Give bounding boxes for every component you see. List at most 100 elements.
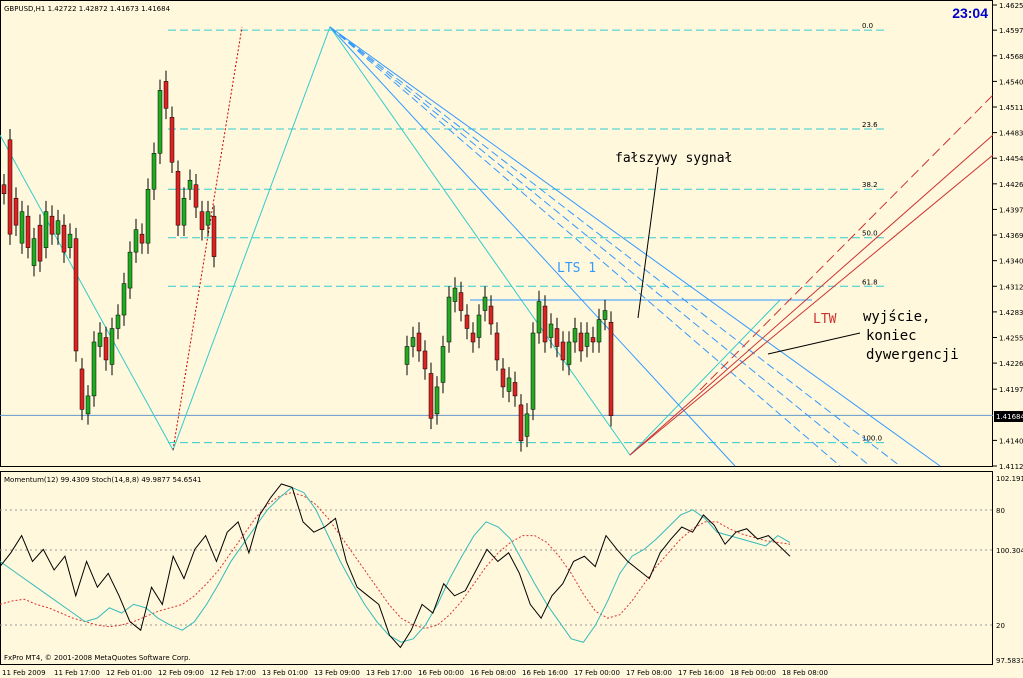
- candle-body: [175, 170, 181, 226]
- price-tick-label: 1.42265: [999, 360, 1023, 368]
- candle-body: [452, 287, 458, 302]
- candle-body: [37, 224, 43, 262]
- annotation-exit-line1: wyjście,: [863, 309, 930, 325]
- time-label: 16 Feb 16:00: [522, 669, 568, 677]
- current-price-box: [994, 411, 1023, 422]
- candle-body: [67, 233, 73, 248]
- candle-body: [602, 310, 608, 320]
- time-label: 12 Feb 17:00: [210, 669, 256, 677]
- main-plot-frame: [0, 0, 993, 467]
- candle-body: [548, 323, 554, 338]
- candle-body: [608, 321, 614, 416]
- candle-body: [422, 350, 428, 370]
- candle-body: [584, 332, 590, 347]
- candle-body: [73, 238, 79, 352]
- annotation-false-signal: fałszywy sygnał: [615, 151, 732, 166]
- candle-body: [109, 328, 115, 365]
- candle-body: [578, 332, 584, 352]
- candle-body: [199, 211, 205, 230]
- candle-body: [500, 368, 506, 388]
- time-label: 18 Feb 00:00: [730, 669, 776, 677]
- annotation-ltw: LTW: [813, 312, 837, 327]
- fib-level-label: 38.2: [862, 181, 878, 189]
- candle-body: [139, 233, 145, 244]
- candle-body: [518, 404, 524, 442]
- candle-body: [103, 337, 109, 361]
- candle-body: [7, 139, 13, 235]
- candle-body: [488, 305, 494, 325]
- price-tick-label: 1.45115: [999, 104, 1023, 112]
- candle-body: [133, 229, 139, 253]
- fib-level-label: 50.0: [862, 230, 878, 238]
- current-price-label: 1.41684: [996, 413, 1023, 421]
- price-tick-label: 1.42835: [999, 309, 1023, 317]
- ltw-line-1: [629, 154, 994, 456]
- ltw-line-3: [699, 94, 994, 391]
- fib-level-label: 61.8: [862, 278, 878, 286]
- ltw-line-2: [629, 134, 994, 456]
- annotation-exit-line2: koniec: [866, 328, 917, 344]
- copyright-note: FxPro MT4, © 2001-2008 MetaQuotes Softwa…: [4, 654, 191, 662]
- time-label: 11 Feb 2009: [2, 669, 46, 677]
- price-tick-label: 1.45685: [999, 53, 1023, 61]
- fan-line-3: [329, 26, 871, 467]
- candle-body: [560, 341, 566, 361]
- sub-plot-frame: [0, 471, 993, 665]
- price-tick-label: 1.44260: [999, 181, 1023, 189]
- candle-body: [91, 341, 97, 397]
- candle-body: [458, 292, 464, 311]
- fib-level-label: 0.0: [862, 22, 873, 30]
- candle-body: [97, 332, 103, 347]
- sub-axis-label: 20: [996, 622, 1005, 630]
- fan-line-1: [329, 26, 941, 467]
- candle-body: [205, 211, 211, 226]
- sub-axis-label: 100.3046: [996, 547, 1023, 555]
- candle-body: [193, 184, 199, 208]
- candle-body: [524, 413, 530, 437]
- candle-body: [1, 184, 7, 194]
- time-label: 18 Feb 08:00: [782, 669, 828, 677]
- time-label: 11 Feb 17:00: [54, 669, 100, 677]
- candle-body: [566, 341, 572, 365]
- candle-body: [115, 314, 121, 329]
- candle-body: [482, 296, 488, 311]
- candle-body: [181, 197, 187, 226]
- stoch-main-line: [0, 486, 791, 643]
- candle-body: [127, 251, 133, 289]
- candle-body: [211, 215, 217, 257]
- main-header: GBPUSD,H1 1.42722 1.42872 1.41673 1.4168…: [4, 5, 171, 13]
- candle-body: [572, 328, 578, 343]
- candle-body: [542, 305, 548, 343]
- clock-readout: 23:04: [952, 5, 988, 21]
- candle-body: [596, 319, 602, 343]
- time-label: 16 Feb 08:00: [470, 669, 516, 677]
- candle-body: [536, 301, 542, 334]
- arrow-false-signal: [637, 166, 659, 319]
- candle-body: [506, 377, 512, 392]
- time-label: 12 Feb 01:00: [106, 669, 152, 677]
- candle-body: [410, 337, 416, 347]
- candle-body: [145, 188, 151, 244]
- time-label: 16 Feb 00:00: [418, 669, 464, 677]
- annotation-lts: LTS 1: [557, 261, 596, 276]
- price-tick-label: 1.43975: [999, 206, 1023, 214]
- sub-axis-label: 97.5837: [996, 657, 1023, 665]
- time-label: 12 Feb 09:00: [158, 669, 204, 677]
- zigzag-line: [0, 25, 781, 456]
- candle-body: [470, 332, 476, 343]
- candle-body: [169, 117, 175, 163]
- price-tick-label: 1.43120: [999, 283, 1023, 291]
- fib-level-label: 23.6: [862, 121, 878, 129]
- momentum-line: [0, 483, 791, 649]
- candle-body: [31, 238, 37, 266]
- candle-body: [151, 153, 157, 190]
- price-tick-label: 1.45970: [999, 27, 1023, 35]
- price-tick-label: 1.43690: [999, 232, 1023, 240]
- sub-header: Momentum(12) 99.4309 Stoch(14,8,8) 49.98…: [4, 476, 201, 484]
- fan-line-2: [329, 26, 901, 467]
- price-tick-label: 1.45400: [999, 78, 1023, 86]
- price-tick-label: 1.46250: [999, 2, 1023, 10]
- time-label: 13 Feb 09:00: [314, 669, 360, 677]
